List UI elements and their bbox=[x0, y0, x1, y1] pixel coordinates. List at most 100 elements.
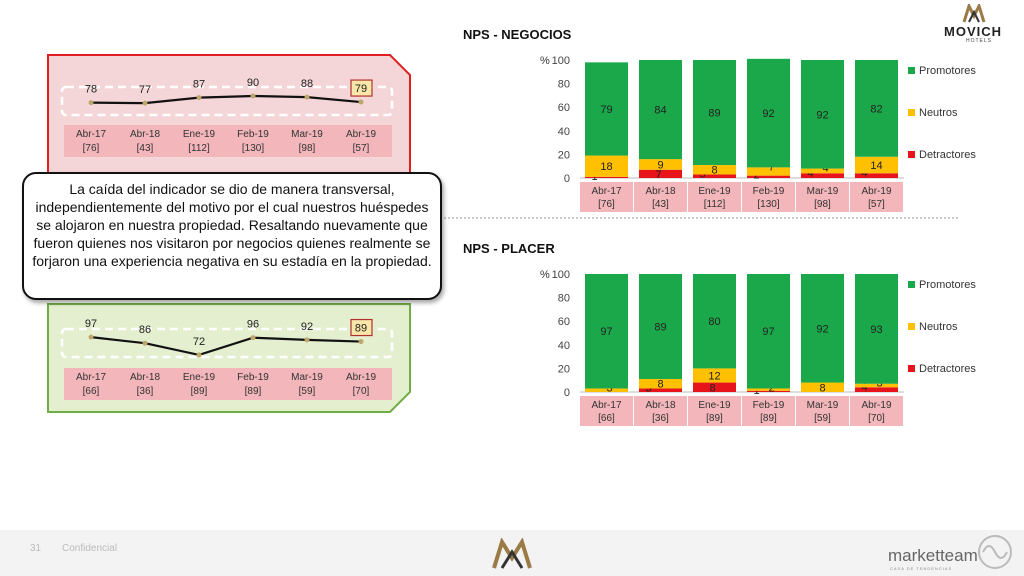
placer-line-panel: 97 86 72 96 92 89 Abr-17 [66] Abr-18 [36] Ene-19 [8… bbox=[47, 303, 411, 413]
bar-data-label: 93 bbox=[870, 324, 882, 336]
line-base-label: [66] bbox=[83, 386, 100, 397]
line-point bbox=[88, 100, 94, 106]
bar-segment-neutros bbox=[801, 168, 844, 174]
line-series bbox=[90, 94, 362, 105]
line-panels: 78 77 87 90 88 79 Abr-17 [76] Abr-18 [43] Ene-19 [1… bbox=[47, 54, 411, 413]
bar-segment-neutros bbox=[585, 388, 628, 392]
confidential-label: Confidencial bbox=[62, 543, 118, 554]
line-point bbox=[250, 93, 256, 99]
bar-base-label: [112] bbox=[704, 199, 726, 210]
legend-swatch-promotores bbox=[908, 281, 915, 288]
bar-segment-promotores bbox=[693, 60, 736, 166]
bar-segment-neutros bbox=[639, 379, 682, 389]
bar-segment-promotores bbox=[639, 274, 682, 380]
brand-sub: HOTELS bbox=[966, 38, 993, 44]
line-category-label: Mar-19 bbox=[291, 129, 323, 140]
bar-segment-detractores bbox=[801, 173, 844, 178]
highlight-box bbox=[350, 318, 373, 337]
bar-data-label: 7 bbox=[768, 161, 774, 173]
legend-label: Detractores bbox=[919, 363, 976, 375]
bar-category-label: Abr-19 bbox=[861, 186, 891, 197]
line-category-label: Ene-19 bbox=[183, 372, 216, 383]
line-data-label: 92 bbox=[301, 321, 313, 333]
y-tick-label: 80 bbox=[558, 79, 570, 91]
bar-category-label: Mar-19 bbox=[807, 186, 839, 197]
legend-label: Detractores bbox=[919, 149, 976, 161]
y-tick-label: 40 bbox=[558, 126, 570, 138]
bar-segment-neutros bbox=[693, 165, 736, 175]
line-category-label: Abr-17 bbox=[76, 129, 106, 140]
legend-swatch-detractores bbox=[908, 151, 915, 158]
line-data-label: 96 bbox=[247, 319, 259, 331]
bar-category-label: Abr-17 bbox=[591, 400, 621, 411]
bar-data-label: 14 bbox=[870, 160, 882, 172]
y-tick-label: 20 bbox=[558, 363, 570, 375]
y-axis-label: % bbox=[540, 269, 550, 281]
bar-segment-promotores bbox=[801, 60, 844, 169]
bar-segment-promotores bbox=[855, 60, 898, 157]
category-cell bbox=[850, 396, 903, 426]
y-axis-label: % bbox=[540, 55, 550, 67]
bar-segment-promotores bbox=[585, 62, 628, 156]
line-base-label: [130] bbox=[242, 143, 264, 154]
agency-sub: CASA DE TENDENCIAS bbox=[890, 566, 953, 571]
category-cell bbox=[580, 396, 633, 426]
bar-segment-neutros bbox=[585, 155, 628, 177]
bar-data-label: 8 bbox=[819, 382, 825, 394]
bar-segment-promotores bbox=[585, 274, 628, 389]
bar-segment-neutros bbox=[855, 383, 898, 388]
bar-segment-neutros bbox=[747, 167, 790, 176]
line-base-label: [57] bbox=[353, 143, 370, 154]
legend-swatch-promotores bbox=[908, 67, 915, 74]
bar-data-label: 3 bbox=[699, 168, 705, 180]
legend-label: Promotores bbox=[919, 279, 976, 291]
bar-category-label: Mar-19 bbox=[807, 400, 839, 411]
y-tick-label: 60 bbox=[558, 102, 570, 114]
line-data-label: 72 bbox=[193, 336, 205, 348]
line-point bbox=[142, 340, 148, 346]
bar-base-label: [43] bbox=[652, 199, 669, 210]
bar-base-label: [36] bbox=[652, 413, 669, 424]
line-point bbox=[88, 334, 94, 340]
bar-data-label: 79 bbox=[600, 104, 612, 116]
footer-logo-icon bbox=[492, 538, 532, 569]
category-cell bbox=[580, 182, 633, 212]
bar-data-label: 84 bbox=[654, 105, 666, 117]
line-data-label: 79 bbox=[355, 83, 367, 95]
bar-segment-detractores bbox=[693, 382, 736, 392]
bar-segment-neutros bbox=[747, 388, 790, 391]
line-category-label: Mar-19 bbox=[291, 372, 323, 383]
line-base-label: [98] bbox=[299, 143, 316, 154]
bar-data-label: 8 bbox=[709, 382, 715, 394]
line-category-label: Abr-19 bbox=[346, 372, 376, 383]
y-tick-label: 0 bbox=[564, 173, 570, 185]
bar-segment-detractores bbox=[855, 173, 898, 178]
category-band bbox=[64, 368, 392, 400]
line-category-label: Abr-18 bbox=[130, 372, 160, 383]
line-data-label: 77 bbox=[139, 84, 151, 96]
line-data-label: 86 bbox=[139, 324, 151, 336]
bar-category-label: Feb-19 bbox=[753, 186, 785, 197]
y-tick-label: 100 bbox=[552, 269, 570, 281]
line-point bbox=[358, 339, 364, 345]
bar-base-label: [89] bbox=[760, 413, 777, 424]
line-category-label: Abr-18 bbox=[130, 129, 160, 140]
bar-data-label: 92 bbox=[816, 109, 828, 121]
category-cell bbox=[796, 396, 849, 426]
line-base-label: [76] bbox=[83, 143, 100, 154]
bar-data-label: 92 bbox=[816, 323, 828, 335]
bar-data-label: 82 bbox=[870, 103, 882, 115]
brand-name: MOVICH bbox=[944, 24, 1002, 39]
bar-data-label: 8 bbox=[711, 165, 717, 177]
line-base-label: [70] bbox=[353, 386, 370, 397]
category-cell bbox=[688, 396, 741, 426]
bar-data-label: 7 bbox=[655, 169, 661, 181]
bar-segment-detractores bbox=[585, 176, 628, 178]
callout-box: La caída del indicador se dio de manera … bbox=[22, 172, 442, 300]
bar-data-label: 9 bbox=[657, 159, 663, 171]
legend-label: Neutros bbox=[919, 107, 958, 119]
bar-segment-promotores bbox=[639, 60, 682, 160]
legend-swatch-neutros bbox=[908, 109, 915, 116]
legend-label: Promotores bbox=[919, 65, 976, 77]
